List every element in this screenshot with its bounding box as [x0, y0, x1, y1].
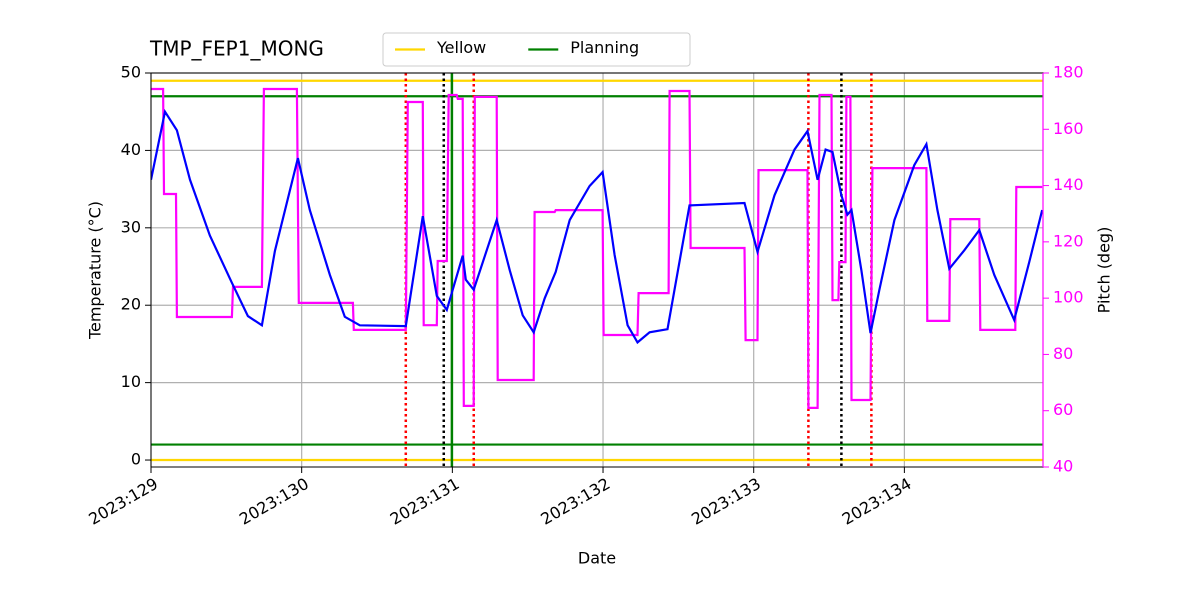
- y-tick-label: 40: [121, 140, 141, 159]
- data-line: [151, 87, 1043, 409]
- x-tick-label: 2023:130: [236, 474, 312, 529]
- y2-tick-label: 140: [1053, 175, 1084, 194]
- y-tick-label: 0: [131, 450, 141, 469]
- data-line: [151, 108, 1043, 345]
- y2-axis-label: Pitch (deg): [1095, 227, 1114, 314]
- x-tick-label: 2023:134: [839, 474, 915, 529]
- axes-frame: [150, 72, 1044, 468]
- y2-tick-label: 160: [1053, 119, 1084, 138]
- y-tick-label: 10: [121, 372, 141, 391]
- x-axis-label: Date: [578, 549, 616, 568]
- y2-tick-label: 60: [1053, 400, 1073, 419]
- legend-label: Planning: [570, 38, 639, 57]
- y-tick-label: 50: [121, 63, 141, 82]
- x-tick-label: 2023:133: [688, 474, 764, 529]
- y2-tick-label: 180: [1053, 63, 1084, 82]
- y-tick-label: 30: [121, 217, 141, 236]
- x-tick-label: 2023:131: [387, 474, 463, 529]
- x-tick-label: 2023:132: [537, 474, 613, 529]
- y2-tick-label: 80: [1053, 344, 1073, 363]
- chart-title: TMP_FEP1_MONG: [149, 37, 324, 61]
- y2-tick-label: 40: [1053, 457, 1073, 476]
- legend-label: Yellow: [436, 38, 486, 57]
- y2-tick-label: 120: [1053, 231, 1084, 250]
- y-axis-label: Temperature (°C): [86, 201, 105, 340]
- y-tick-label: 20: [121, 295, 141, 314]
- x-tick-label: 2023:129: [85, 474, 161, 529]
- y2-tick-label: 100: [1053, 288, 1084, 307]
